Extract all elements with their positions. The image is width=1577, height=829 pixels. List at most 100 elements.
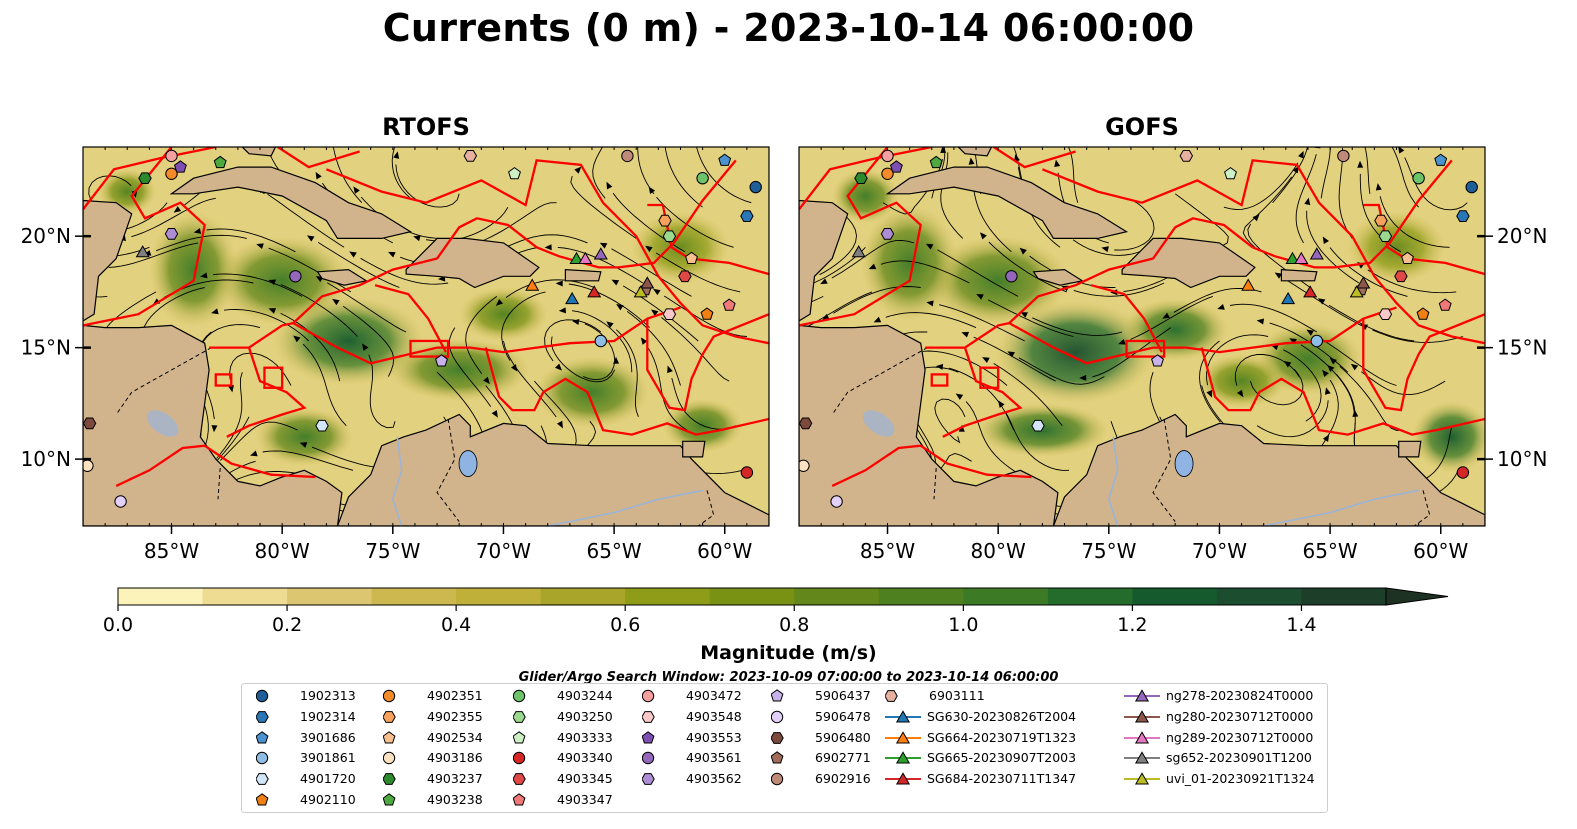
- legend-marker-pentagon-icon: [771, 751, 784, 764]
- platform-markers: [799, 149, 1478, 508]
- colorbar-segment: [794, 588, 880, 605]
- lon-tick-label: 75°W: [1081, 539, 1136, 563]
- legend-label: ng278-20230824T0000: [1166, 688, 1314, 703]
- legend-marker-hexagon-icon: [383, 773, 396, 786]
- platform-marker-6903111: [1179, 150, 1194, 162]
- colorbar-segment: [963, 588, 1049, 605]
- platform-marker-4903345: [678, 270, 692, 283]
- map-axes: 85°W 80°W 75°W 70°W 65°W 60°W 20°N 15°N 10°N 85°W…: [21, 224, 1548, 563]
- legend-marker-triangle-icon: [1124, 730, 1160, 744]
- platform-marker-3901686: [1434, 153, 1448, 166]
- platform-marker-SG630-20230826T2004: [565, 291, 580, 305]
- platform-marker-3901861: [594, 334, 607, 348]
- colorbar-tick-label: 0.6: [610, 614, 640, 636]
- legend-label: uvi_01-20230921T1324: [1166, 771, 1315, 787]
- platform-marker-4903347: [1438, 298, 1452, 311]
- platform-marker-sg652-20230901T1200: [135, 245, 150, 258]
- platform-marker-SG664-20230719T1323: [1241, 278, 1256, 291]
- legend-label: 4902355: [427, 708, 483, 724]
- colorbar-tick-label: 0.2: [272, 614, 302, 636]
- platform-marker-5906480: [83, 417, 97, 430]
- platform-marker-6903111: [463, 150, 478, 162]
- colorbar-segment: [371, 588, 457, 605]
- platform-marker-ng289-20230712T0000: [578, 251, 593, 264]
- legend-label: 4902534: [427, 729, 483, 745]
- platform-marker-ng280-20230712T0000: [1356, 276, 1371, 289]
- legend-label: SG684-20230711T1347: [927, 771, 1077, 787]
- legend-marker-pentagon-icon: [256, 730, 269, 744]
- colorbar-segment: [625, 588, 711, 605]
- legend-marker-circle-icon: [513, 689, 526, 703]
- legend-marker-circle-icon: [513, 752, 526, 765]
- lat-tick-label: 15°N: [1497, 336, 1547, 360]
- platform-marker-4903244: [696, 171, 709, 185]
- legend-label: 1902314: [300, 708, 356, 724]
- platform-marker-4903472: [881, 149, 894, 163]
- legend-marker-triangle-icon: [1124, 689, 1160, 702]
- land: [83, 147, 769, 526]
- platform-marker-SG630-20230826T2004: [1281, 291, 1296, 305]
- platform-marker-4903345: [1394, 270, 1408, 283]
- legend-label: 4903238: [427, 792, 483, 807]
- search-window-subtitle: Glider/Argo Search Window: 2023-10-09 07…: [518, 670, 1059, 685]
- legend-label: 6902916: [815, 771, 871, 787]
- colorbar-segment: [1301, 588, 1387, 605]
- legend-label: 4903553: [686, 729, 742, 745]
- legend-label: 5906480: [815, 729, 871, 745]
- legend-marker-pentagon-icon: [383, 730, 396, 744]
- legend-marker-circle-icon: [383, 689, 396, 703]
- colorbar-tick-label: 1.4: [1286, 614, 1316, 636]
- legend-marker-circle-icon: [771, 710, 784, 723]
- platform-marker-4902534: [685, 251, 698, 264]
- lat-tick-label: 10°N: [1497, 447, 1547, 471]
- colorbar-segment: [709, 588, 795, 605]
- lon-tick-label: 80°W: [971, 539, 1026, 563]
- legend-marker-pentagon-icon: [256, 793, 269, 806]
- lon-tick-label: 60°W: [1413, 539, 1468, 563]
- legend-marker-triangle-icon: [1124, 772, 1160, 785]
- legend-marker-triangle-icon: [885, 751, 921, 764]
- legend-label: sg652-20230901T1200: [1166, 750, 1312, 766]
- platform-marker-4903244: [1412, 171, 1425, 185]
- platform-marker-ng278-20230824T0000: [593, 247, 608, 260]
- platform-marker-ng289-20230712T0000: [1294, 251, 1309, 264]
- legend-marker-pentagon-icon: [642, 730, 655, 744]
- legend-marker-pentagon-icon: [513, 730, 526, 744]
- platform-marker-4903250: [662, 230, 677, 243]
- platform-marker-1902313: [1465, 180, 1478, 194]
- colorbar-segment: [1132, 588, 1218, 605]
- colorbar-tick-label: 0.4: [441, 614, 471, 636]
- legend-label: 4902110: [300, 792, 356, 807]
- platform-marker-4902351: [165, 167, 178, 181]
- legend-label: SG665-20230907T2003: [927, 750, 1077, 766]
- land: [799, 147, 1485, 526]
- lon-tick-label: 70°W: [476, 539, 531, 563]
- colorbar-segment: [1047, 588, 1133, 605]
- legend-label: 4903186: [427, 750, 483, 766]
- legend-marker-circle-icon: [383, 752, 396, 765]
- platform-marker-4903347: [722, 298, 736, 311]
- map-panel-rtofs: [82, 146, 770, 527]
- platform-marker-4902355: [1374, 214, 1388, 227]
- legend-marker-hexagon-icon: [642, 710, 655, 723]
- colorbar-segment: [287, 588, 373, 605]
- platform-marker-4903333: [1224, 167, 1237, 180]
- platform-legend: 1902313 1902314 3901686 3901861 4901720 49021…: [241, 683, 1328, 813]
- panel-title-gofs: GOFS: [1105, 113, 1179, 141]
- map-panel-gofs: [798, 146, 1486, 527]
- legend-marker-hexagon-icon: [885, 690, 898, 702]
- platform-marker-5906480: [799, 417, 813, 430]
- platform-marker-sg652-20230901T1200: [851, 245, 866, 258]
- colorbar-tick-label: 1.2: [1117, 614, 1147, 636]
- lon-tick-label: 60°W: [697, 539, 752, 563]
- legend-marker-circle-icon: [256, 752, 269, 765]
- legend-label: 1902313: [300, 688, 356, 703]
- legend-label: 5906437: [815, 688, 871, 703]
- platform-marker-ng278-20230824T0000: [1309, 247, 1324, 260]
- colorbar-extend-arrow: [1385, 587, 1449, 606]
- legend-marker-circle-icon: [256, 689, 269, 703]
- platform-marker-4903237: [854, 172, 868, 185]
- legend-marker-triangle-icon: [885, 710, 921, 723]
- platform-marker-4903237: [138, 172, 152, 185]
- platform-marker-4902534: [1401, 251, 1414, 264]
